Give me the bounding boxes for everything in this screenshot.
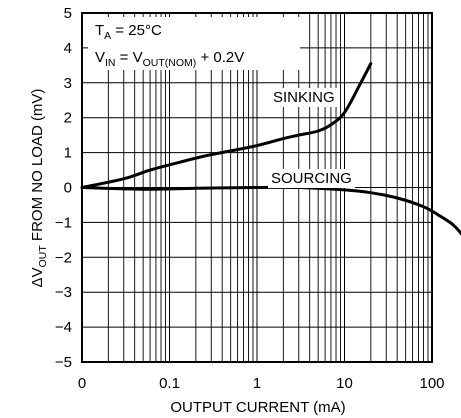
y-tick-label: 4 xyxy=(64,40,72,57)
y-tick-label: 0 xyxy=(64,180,72,197)
x-tick-label: 1 xyxy=(253,375,261,392)
x-axis-title: OUTPUT CURRENT (mA) xyxy=(170,399,345,416)
x-tick-label: 100 xyxy=(419,375,444,392)
series-label-sourcing: SOURCING xyxy=(271,170,352,187)
series-line-sinking xyxy=(80,62,373,189)
x-tick-label: 10 xyxy=(336,375,353,392)
y-tick-label: 1 xyxy=(64,145,72,162)
x-tick-label: 0.1 xyxy=(159,375,180,392)
series-layer xyxy=(80,62,461,236)
series-line-sourcing xyxy=(80,185,461,236)
sinking-label-background xyxy=(270,88,338,107)
y-axis-title: ΔVOUT FROM NO LOAD (mV) xyxy=(29,89,49,288)
y-tick-label: −4 xyxy=(55,319,72,336)
y-tick-label: 2 xyxy=(64,110,72,127)
y-tick-label: 3 xyxy=(64,75,72,92)
y-tick-label: −3 xyxy=(55,284,72,301)
y-tick-label: −2 xyxy=(55,249,72,266)
plot-frame xyxy=(81,12,433,363)
sourcing-label-background xyxy=(268,169,355,188)
y-tick-label: −5 xyxy=(55,354,72,371)
series-label-sinking: SINKING xyxy=(273,89,335,106)
y-tick-label: −1 xyxy=(55,214,72,231)
condition-input-voltage: VIN = VOUT(NOM) + 0.2V xyxy=(95,49,244,69)
y-tick-label: 5 xyxy=(64,5,72,22)
condition-temperature: TA = 25°C xyxy=(95,22,162,42)
conditions-background xyxy=(88,17,300,70)
x-tick-label: 0 xyxy=(78,375,86,392)
